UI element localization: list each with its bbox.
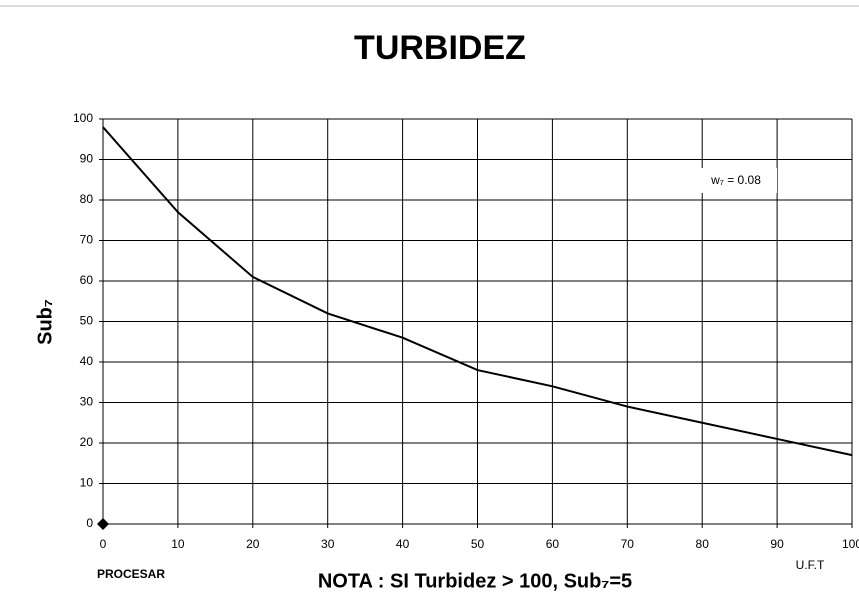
x-tick-label: 90	[770, 537, 784, 551]
x-tick-label: 100	[842, 537, 859, 551]
procesar-button[interactable]: PROCESAR	[97, 567, 165, 581]
y-tick-label: 60	[80, 273, 94, 287]
annotation: w₇ = 0.08	[710, 173, 761, 187]
y-tick-label: 70	[80, 233, 94, 247]
note: NOTA : SI Turbidez > 100, Sub₇=5	[318, 570, 632, 592]
chart-title: TURBIDEZ	[354, 29, 526, 67]
y-tick-label: 90	[80, 152, 94, 166]
x-tick-label: 40	[396, 537, 410, 551]
x-tick-label: 50	[471, 537, 485, 551]
grid: 0 10 20 30 40 50 60 70 80 90 100 0 10 20 30 40 50 60 70 80 9…	[73, 111, 859, 551]
y-tick-label: 50	[80, 314, 94, 328]
marker	[97, 518, 109, 530]
x-tick-label: 10	[171, 537, 185, 551]
x-tick-label: 30	[321, 537, 335, 551]
x-axis-label: U.F.T	[796, 558, 825, 572]
y-tick-label: 0	[86, 516, 93, 530]
line	[102, 126, 853, 457]
y-tick-label: 30	[80, 395, 94, 409]
x-tick-label: 0	[100, 537, 107, 551]
x-tick-label: 60	[546, 537, 560, 551]
x-tick-label: 80	[696, 537, 710, 551]
x-tick-label: 20	[246, 537, 260, 551]
annotation-box	[697, 168, 777, 193]
y-tick-label: 20	[80, 435, 94, 449]
y-tick-label: 100	[73, 111, 93, 125]
x-tick-label: 70	[621, 537, 635, 551]
y-axis-label: Sub₇	[34, 299, 56, 345]
y-tick-label: 10	[80, 476, 94, 490]
y-tick-label: 40	[80, 354, 94, 368]
y-tick-label: 80	[80, 192, 94, 206]
